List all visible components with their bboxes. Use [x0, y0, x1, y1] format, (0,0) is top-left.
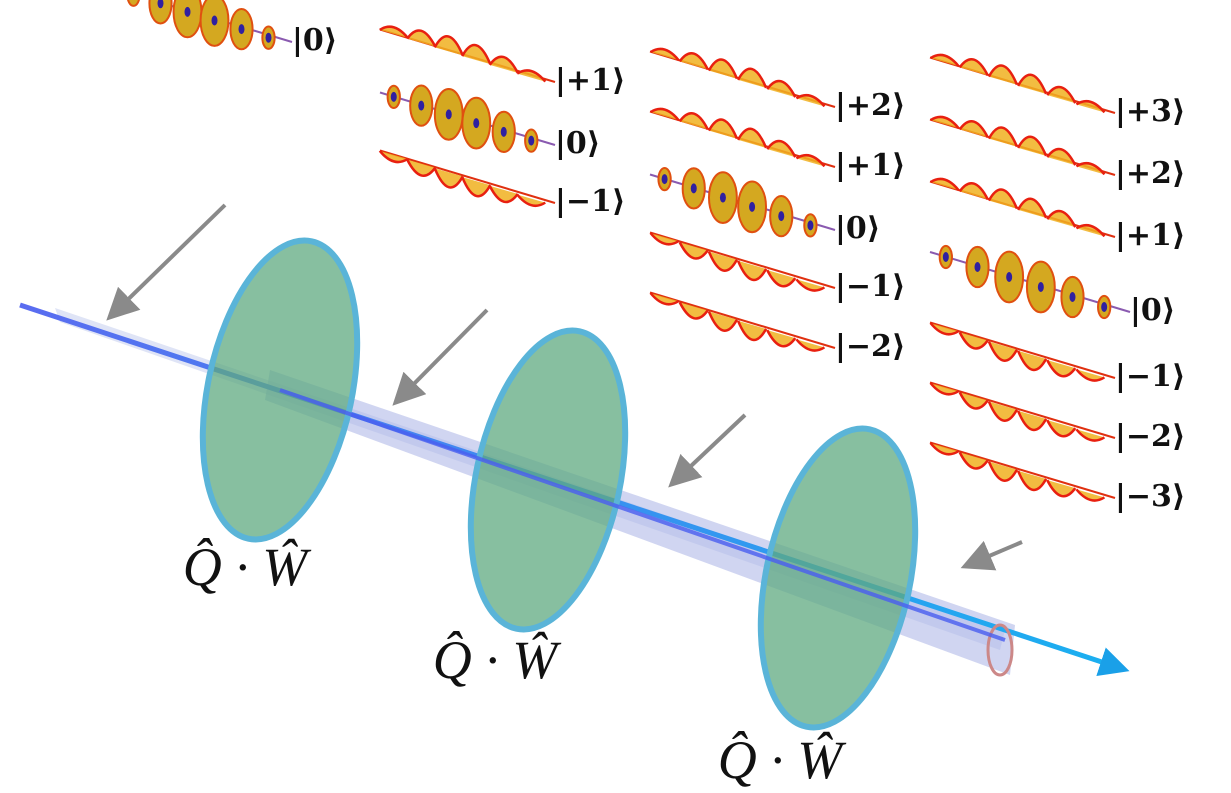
ket-label: |−1⟩ [835, 269, 906, 304]
packet-core [720, 193, 726, 203]
packet-ridge [960, 59, 988, 75]
packet-ridge [931, 383, 959, 394]
packet-core [266, 33, 272, 43]
ket-label: |0⟩ [835, 211, 881, 246]
plate [736, 414, 940, 741]
packet-ring [127, 0, 139, 6]
arrow [674, 415, 745, 482]
packet-ring [174, 0, 202, 37]
ket-label: |+3⟩ [1115, 94, 1186, 129]
packet-ridge [1076, 101, 1104, 112]
operator-label: Q̂ · Ŵ [718, 730, 847, 790]
packet-core [691, 183, 697, 193]
packet-ridge [1047, 87, 1075, 103]
diagram: |0⟩ |+1⟩ |0⟩ |−1⟩ |+2⟩ |+1⟩ |0⟩ |−1⟩ |−2⟩ |+3⟩ |+2… [0, 0, 1231, 793]
packet-ridge [931, 443, 959, 454]
packet-ridge [960, 183, 988, 199]
ket-label: |−1⟩ [555, 184, 626, 219]
ket-label: |−2⟩ [1115, 419, 1186, 454]
packet-core [749, 202, 755, 212]
ket-label: |+2⟩ [1115, 156, 1186, 191]
packet-ridge [680, 113, 708, 129]
packet-ridge [931, 179, 959, 190]
packet-core [662, 174, 668, 184]
packet-core [473, 118, 479, 128]
packet-core [1006, 272, 1012, 282]
packet-ridge [796, 95, 824, 106]
operator-label: Q̂ · Ŵ [183, 537, 312, 597]
ket-label: |+1⟩ [1115, 218, 1186, 253]
packet-ridge [767, 81, 795, 97]
operator-label: Q̂ · Ŵ [433, 630, 562, 690]
ket-label: |0⟩ [292, 23, 338, 58]
ket-label: |−2⟩ [835, 329, 906, 364]
packet-core [185, 7, 191, 17]
packet-ridge [738, 129, 766, 148]
packet-ridge [1018, 137, 1046, 156]
packet-ridge [931, 117, 959, 128]
packet-ridge [1047, 211, 1075, 227]
packet-ridge [796, 155, 824, 166]
packet-core [1070, 292, 1076, 302]
arrow [398, 310, 487, 400]
packet-ridge [989, 128, 1017, 147]
packet-core [1101, 302, 1107, 312]
packet-ridge [989, 66, 1017, 85]
packet-ridge [517, 70, 545, 81]
packet-core [446, 109, 452, 119]
ket-label: |+1⟩ [835, 148, 906, 183]
packet-ridge [680, 53, 708, 69]
packet-ridge [1076, 163, 1104, 174]
packet-ridge [709, 120, 737, 139]
packet-core [807, 220, 813, 230]
packet-ridge [490, 57, 518, 73]
packet-ridge [931, 55, 959, 66]
ket-label: |−1⟩ [1115, 359, 1186, 394]
ket-label: |−3⟩ [1115, 479, 1186, 514]
packet-ridge [709, 60, 737, 79]
packet-core [212, 16, 218, 26]
plate [446, 316, 650, 643]
packet-ridge [651, 233, 679, 244]
page: |0⟩ |+1⟩ |0⟩ |−1⟩ |+2⟩ |+1⟩ |0⟩ |−1⟩ |−2⟩ |+3⟩ |+2… [0, 0, 1231, 793]
packet-ridge [651, 293, 679, 304]
packet-core [943, 252, 949, 262]
packet-core [501, 127, 507, 137]
packet-core [778, 211, 784, 221]
packet-core [975, 262, 981, 272]
packet-core [418, 101, 424, 111]
packet-ridge [767, 141, 795, 157]
packet-ridge [380, 151, 408, 162]
packet-core [1038, 282, 1044, 292]
packet-ridge [435, 36, 463, 55]
packet-ridge [989, 190, 1017, 209]
ket-label: |0⟩ [555, 126, 601, 161]
packet-ridge [407, 31, 435, 47]
packet-ridge [1047, 149, 1075, 165]
ket-label: |0⟩ [1130, 293, 1176, 328]
packet-ridge [960, 121, 988, 137]
packet-core [239, 24, 245, 34]
arrow [968, 542, 1022, 565]
packet-ridge [1076, 225, 1104, 236]
ket-label: |+1⟩ [555, 63, 626, 98]
packet-core [528, 136, 534, 146]
packet-ridge [651, 109, 679, 120]
packet-ridge [931, 323, 959, 334]
packet-ridge [651, 49, 679, 60]
packet-ridge [380, 27, 408, 38]
packet-ridge [738, 69, 766, 88]
packet-ridge [462, 45, 490, 64]
packet-ridge [1018, 199, 1046, 218]
packet-ridge [1018, 75, 1046, 94]
packet-core [391, 92, 397, 102]
ket-label: |+2⟩ [835, 88, 906, 123]
arrow [112, 205, 225, 315]
